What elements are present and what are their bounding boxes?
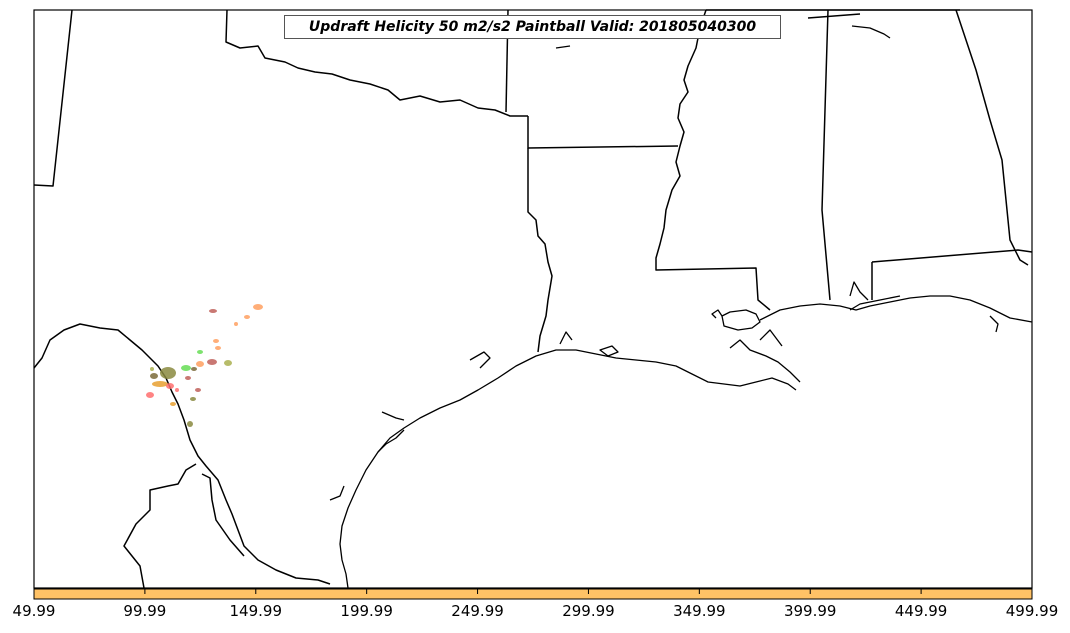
paintball-blob (190, 397, 196, 401)
paintball-blob (195, 388, 201, 392)
paintball-blob (170, 402, 176, 406)
colorbar-tick-label: 149.99 (229, 602, 283, 620)
paintball-blob (166, 383, 174, 389)
paintball-blob (197, 350, 203, 354)
coastline (329, 25, 1033, 589)
paintball-blob (146, 392, 154, 398)
state-boundaries (33, 9, 1033, 589)
paintball-blob (196, 361, 204, 367)
paintball-blob (150, 373, 158, 379)
paintball-blob (215, 346, 221, 350)
map-frame (33, 9, 1033, 589)
colorbar-ticks (33, 589, 1033, 594)
paintball-blob (209, 309, 217, 313)
paintball-blob (152, 381, 168, 387)
colorbar-tick-label: 249.99 (451, 602, 504, 620)
map-title: Updraft Helicity 50 m2/s2 Paintball Vali… (284, 15, 781, 39)
paintball-blob (175, 388, 179, 392)
paintball-blob (185, 376, 191, 380)
paintball-blob (150, 367, 154, 371)
colorbar-tick-label: 499.99 (1005, 602, 1059, 620)
colorbar-tick-label: 399.99 (783, 602, 837, 620)
colorbar-tick-label: 349.99 (673, 602, 726, 620)
paintball-blob (213, 339, 219, 343)
paintball-blob (160, 367, 176, 379)
colorbar (33, 588, 1033, 600)
colorbar-tick-label: 49.99 (12, 602, 56, 620)
paintball-blob (207, 359, 217, 365)
paintball-blob (191, 367, 197, 371)
colorbar-tick-label: 449.99 (894, 602, 948, 620)
paintball-swaths (146, 304, 263, 427)
paintball-blob (181, 365, 191, 371)
colorbar-tick-label: 99.99 (123, 602, 167, 620)
paintball-blob (253, 304, 263, 310)
paintball-blob (187, 421, 193, 427)
paintball-blob (224, 360, 232, 366)
paintball-blob (244, 315, 250, 319)
colorbar-tick-label: 299.99 (562, 602, 615, 620)
paintball-blob (234, 322, 238, 326)
colorbar-tick-label: 199.99 (340, 602, 393, 620)
